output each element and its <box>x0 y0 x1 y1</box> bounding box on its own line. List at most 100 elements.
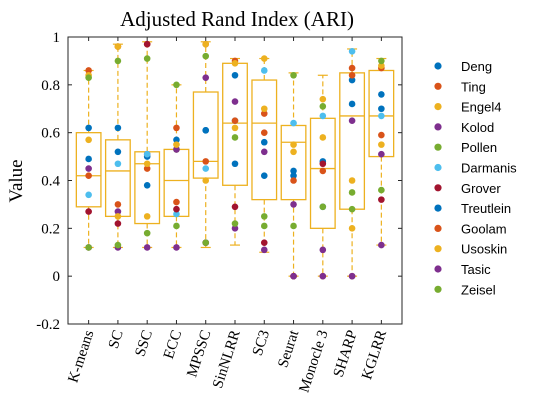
point-zeisel <box>260 222 268 230</box>
point-engel4 <box>290 141 297 148</box>
point-treutlein <box>173 136 180 144</box>
point-usoskin <box>290 148 297 156</box>
point-zeisel <box>143 229 151 237</box>
legend-label-ting: Ting <box>461 79 486 94</box>
x-tick-label: SHARP <box>331 328 361 379</box>
x-tick-label: K-means <box>65 328 97 385</box>
point-goolam <box>173 198 180 206</box>
point-zeisel <box>202 239 210 246</box>
point-treutlein <box>202 126 210 134</box>
point-pollen <box>114 57 122 65</box>
legend-label-darmanis: Darmanis <box>461 161 517 176</box>
point-deng <box>85 155 92 163</box>
x-tick-label: ECC <box>161 328 185 361</box>
legend-marker-darmanis <box>434 163 442 172</box>
point-tasic <box>173 244 180 251</box>
point-zeisel <box>173 222 180 230</box>
point-grover <box>143 40 151 48</box>
legend-marker-engel4 <box>434 103 442 111</box>
point-goolam <box>378 131 385 139</box>
point-ting <box>173 124 180 132</box>
point-usoskin <box>319 134 327 141</box>
y-tick-label: 0.2 <box>41 221 60 237</box>
point-zeisel <box>348 205 356 213</box>
legend-marker-grover <box>434 184 442 192</box>
point-usoskin <box>260 105 268 113</box>
point-zeisel <box>231 220 239 227</box>
point-deng <box>231 71 239 79</box>
legend: Deng Ting Engel4 Kolod Pollen Darmanis Grover T… <box>434 59 517 297</box>
point-darmanis <box>348 48 356 55</box>
legend-marker-deng <box>434 62 442 70</box>
point-usoskin <box>85 136 92 144</box>
legend-marker-zeisel <box>434 285 442 293</box>
point-kolod <box>348 117 356 125</box>
point-tasic <box>143 244 151 251</box>
point-darmanis <box>319 112 327 120</box>
point-tasic <box>260 246 268 254</box>
point-kolod <box>173 146 180 153</box>
point-engel4 <box>260 55 268 62</box>
point-pollen <box>290 71 297 79</box>
point-pollen <box>348 189 356 196</box>
point-deng <box>348 100 356 108</box>
point-engel4 <box>231 60 239 67</box>
point-kolod <box>260 148 268 156</box>
point-kolod <box>202 74 210 81</box>
legend-marker-tasic <box>434 265 442 273</box>
box-iqr <box>75 132 102 208</box>
point-darmanis <box>143 150 151 158</box>
point-goolam <box>202 158 210 165</box>
point-pollen <box>85 74 92 81</box>
point-darmanis <box>290 119 297 127</box>
point-treutlein <box>260 138 268 146</box>
legend-marker-goolam <box>434 224 442 232</box>
point-ting <box>348 64 356 72</box>
y-tick-label: 0.6 <box>41 126 60 142</box>
point-grover <box>85 208 92 215</box>
point-darmanis <box>378 112 385 120</box>
point-grover <box>378 196 385 203</box>
point-goolam <box>231 117 239 125</box>
legend-label-pollen: Pollen <box>461 140 497 155</box>
point-treutlein <box>114 124 122 132</box>
point-pollen <box>319 103 327 110</box>
y-tick-label: 1 <box>53 30 61 46</box>
point-pollen <box>173 81 180 89</box>
x-tick-label: MPSSC <box>184 328 214 379</box>
box-6 <box>222 57 248 246</box>
x-tick-label: SinNLRR <box>210 328 244 390</box>
point-darmanis <box>173 210 180 218</box>
point-usoskin <box>231 124 239 132</box>
point-goolam <box>260 110 268 117</box>
x-tick-label: SC3 <box>250 328 273 358</box>
point-grover <box>260 239 268 246</box>
point-tasic <box>348 272 356 280</box>
point-goolam <box>85 172 92 180</box>
point-kolod <box>319 246 327 254</box>
point-grover <box>319 160 327 168</box>
point-treutlein <box>85 124 92 132</box>
y-tick-label: 0.4 <box>41 174 60 190</box>
legend-marker-usoskin <box>434 245 442 253</box>
point-engel4 <box>143 213 151 220</box>
point-goolam <box>143 165 151 172</box>
point-pollen <box>143 55 151 62</box>
point-treutlein <box>290 167 297 175</box>
point-goolam <box>319 167 327 175</box>
x-tick-label: Seurat <box>275 328 302 370</box>
legend-label-kolod: Kolod <box>461 120 494 135</box>
legend-marker-pollen <box>434 143 442 151</box>
legend-label-grover: Grover <box>461 181 501 196</box>
point-darmanis <box>260 67 268 74</box>
point-engel4 <box>378 62 385 69</box>
y-axis-label: Value <box>6 159 27 202</box>
point-goolam <box>348 71 356 79</box>
point-engel4 <box>202 177 210 184</box>
point-darmanis <box>202 165 210 172</box>
legend-label-deng: Deng <box>461 59 492 74</box>
point-kolod <box>114 208 122 215</box>
legend-label-goolam: Goolam <box>461 221 507 236</box>
legend-label-zeisel: Zeisel <box>461 282 496 297</box>
